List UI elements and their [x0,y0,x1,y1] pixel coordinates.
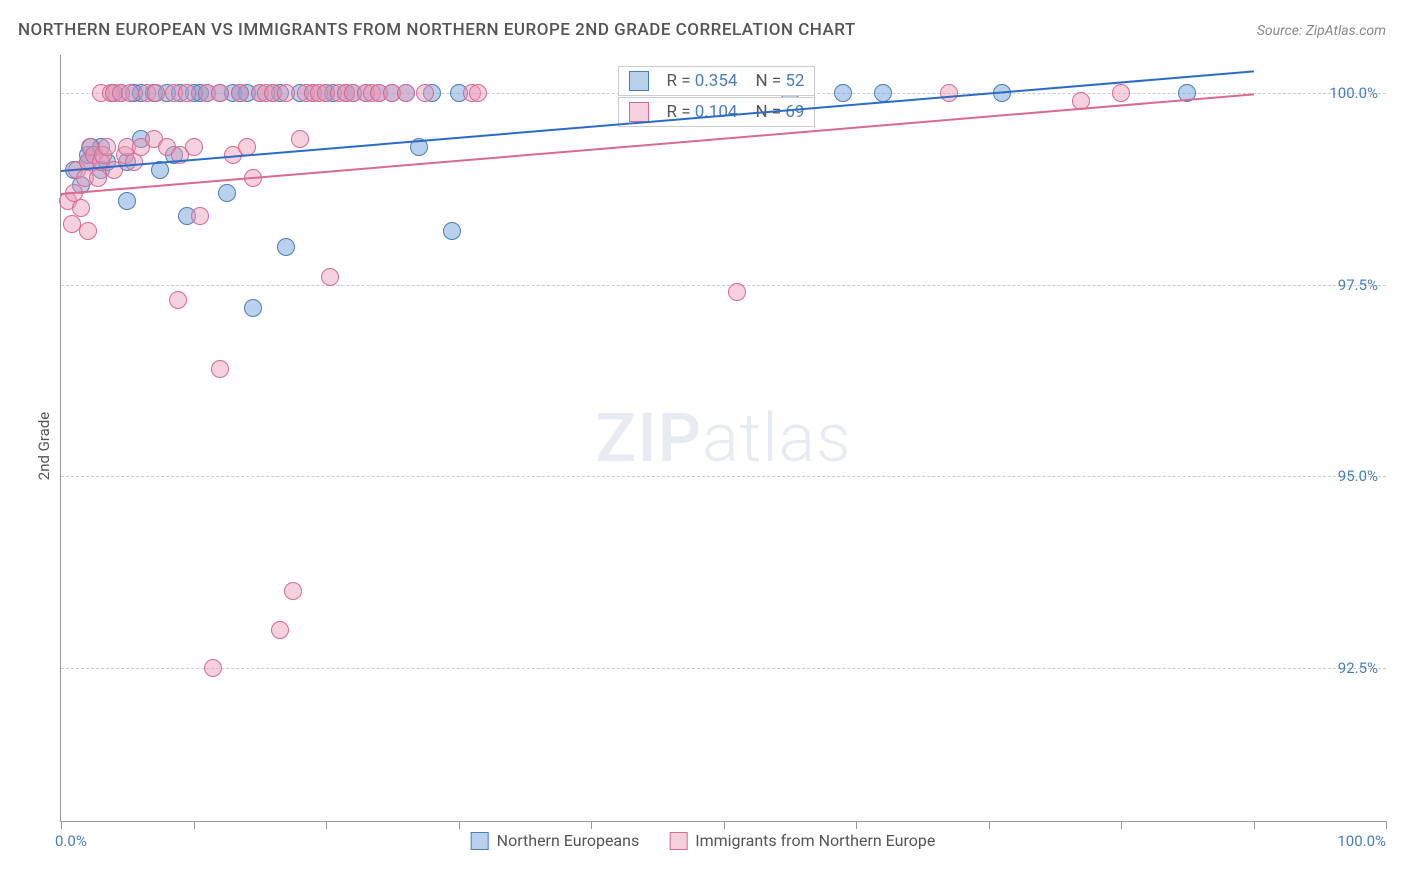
source-attribution: Source: ZipAtlas.com [1257,23,1386,39]
data-point [277,84,295,102]
data-point [271,621,289,639]
chart-container: NORTHERN EUROPEAN VS IMMIGRANTS FROM NOR… [0,0,1406,892]
data-point [72,199,90,217]
gridline [61,285,1386,286]
x-tick [194,821,195,829]
x-tick [1386,821,1387,829]
data-point [125,153,143,171]
series-swatch [629,71,649,91]
n-label: N = 52 [755,71,804,91]
n-value: 52 [785,71,804,91]
data-point [874,84,892,102]
data-point [211,84,229,102]
correlation-stats-box: R = 0.354 N = 52 [618,66,816,96]
y-axis-label: 2nd Grade [35,412,53,480]
data-point [397,84,415,102]
y-tick-label: 95.0% [1338,467,1378,485]
legend-item: Northern Europeans [471,831,640,850]
data-point [277,238,295,256]
data-point [443,222,461,240]
x-tick [1121,821,1122,829]
r-label: R = 0.354 [667,71,738,91]
gridline [61,668,1386,669]
x-tick [856,821,857,829]
x-axis-min-label: 0.0% [55,832,87,850]
data-point [121,84,139,102]
data-point [321,268,339,286]
data-point [79,222,97,240]
data-point [211,360,229,378]
data-point [834,84,852,102]
data-point [1112,84,1130,102]
watermark-light: atlas [702,398,852,478]
data-point [98,138,116,156]
plot-area: ZIPatlas 92.5% 95.0% 97.5% 100.0% R = 0.354 N… [60,55,1386,822]
bottom-legend: Northern Europeans Immigrants from Northe… [471,831,936,850]
chart-title: NORTHERN EUROPEAN VS IMMIGRANTS FROM NOR… [18,20,856,40]
watermark-bold: ZIP [595,398,702,478]
data-point [169,291,187,309]
n-value: 69 [785,102,804,122]
y-tick-label: 92.5% [1338,659,1378,677]
x-tick [724,821,725,829]
data-point [185,138,203,156]
legend-swatch [669,832,687,850]
legend-swatch [471,832,489,850]
data-point [191,207,209,225]
data-point [147,84,165,102]
r-value: 0.104 [695,102,738,122]
data-point [469,84,487,102]
r-value: 0.354 [695,71,738,91]
x-tick [326,821,327,829]
data-point [416,84,434,102]
x-tick [61,821,62,829]
x-axis-max-label: 100.0% [1337,832,1386,850]
legend-label: Immigrants from Northern Europe [695,831,935,850]
data-point [218,184,236,202]
y-tick-label: 100.0% [1329,84,1378,102]
x-tick [591,821,592,829]
data-point [231,84,249,102]
legend-item: Immigrants from Northern Europe [669,831,935,850]
gridline [61,476,1386,477]
x-tick [459,821,460,829]
data-point [284,582,302,600]
data-point [940,84,958,102]
legend-label: Northern Europeans [497,831,640,850]
data-point [291,130,309,148]
data-point [204,659,222,677]
data-point [178,84,196,102]
x-tick [989,821,990,829]
data-point [728,283,746,301]
data-point [118,192,136,210]
x-tick [1254,821,1255,829]
watermark: ZIPatlas [595,398,851,478]
series-swatch [629,102,649,122]
data-point [244,299,262,317]
y-tick-label: 97.5% [1338,276,1378,294]
data-point [105,161,123,179]
